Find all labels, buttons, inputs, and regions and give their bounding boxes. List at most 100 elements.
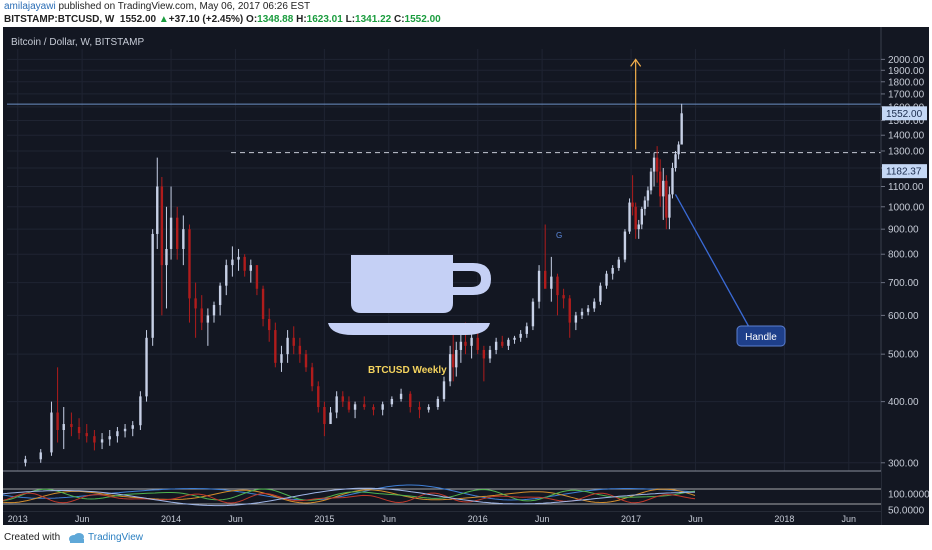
last-price-tag-bg bbox=[882, 106, 927, 121]
time-tick-label: Jun bbox=[382, 514, 397, 524]
price-tick-label: 1900.00 bbox=[888, 66, 925, 77]
published-text: published on TradingView.com, May 06, 20… bbox=[58, 1, 311, 12]
candle-body bbox=[623, 231, 627, 260]
chart-title: Bitcoin / Dollar, W, BITSTAMP bbox=[11, 37, 145, 48]
indicator-pane bbox=[3, 470, 881, 511]
candle-body bbox=[261, 288, 265, 319]
time-tick-label: 2018 bbox=[774, 514, 794, 524]
candle-body bbox=[643, 200, 647, 209]
candle-body bbox=[501, 341, 504, 346]
candle-body bbox=[310, 367, 314, 387]
candle-body bbox=[494, 341, 498, 350]
candle-body bbox=[550, 276, 553, 289]
candle-body bbox=[182, 229, 185, 249]
candle-body bbox=[459, 341, 463, 350]
candle-body bbox=[562, 295, 565, 299]
chart-area[interactable]: 2000.001900.001800.001700.001600.001500.… bbox=[3, 27, 929, 525]
chart-header: amilajayawi published on TradingView.com… bbox=[0, 0, 932, 26]
candle-body bbox=[335, 396, 338, 413]
candle-body bbox=[50, 412, 53, 453]
price-tick-label: 600.00 bbox=[888, 311, 919, 322]
candle-body bbox=[160, 186, 164, 266]
candle-body bbox=[418, 407, 421, 410]
candle-body bbox=[455, 349, 458, 368]
candle-body bbox=[347, 401, 351, 410]
time-tick-label: Jun bbox=[75, 514, 90, 524]
price-axis[interactable]: 2000.001900.001800.001700.001600.001500.… bbox=[880, 27, 929, 525]
candle-body bbox=[649, 171, 653, 191]
candle-body bbox=[476, 337, 479, 350]
candle-body bbox=[442, 381, 446, 399]
candle-body bbox=[100, 439, 104, 443]
candle-body bbox=[108, 436, 111, 440]
open-value: 1348.88 bbox=[257, 14, 294, 25]
candle-body bbox=[399, 393, 403, 399]
candle-body bbox=[298, 345, 302, 355]
candle-body bbox=[372, 407, 375, 410]
candle-body bbox=[176, 217, 179, 249]
candle-body bbox=[482, 349, 486, 359]
candle-body bbox=[599, 285, 602, 302]
candle-body bbox=[662, 180, 665, 197]
candle-body bbox=[381, 404, 384, 410]
annotations: G BTCUSD Weekly Handle bbox=[328, 58, 786, 376]
weekly-label: BTCUSD Weekly bbox=[368, 365, 447, 376]
level-price-tag-bg bbox=[882, 164, 927, 179]
price-chart[interactable]: 2000.001900.001800.001700.001600.001500.… bbox=[3, 27, 929, 525]
candle-body bbox=[145, 337, 148, 397]
candle-body bbox=[139, 396, 142, 426]
candle-body bbox=[665, 180, 668, 218]
candle-body bbox=[593, 301, 596, 309]
author-link[interactable]: amilajayawi bbox=[4, 1, 56, 12]
candle-body bbox=[637, 224, 640, 230]
candle-body bbox=[169, 217, 173, 249]
candle-body bbox=[525, 326, 528, 334]
cup-saucer bbox=[328, 323, 490, 335]
candle-body bbox=[70, 424, 73, 427]
candle-body bbox=[452, 354, 455, 368]
candle-body bbox=[77, 426, 81, 434]
coffee-cup-icon bbox=[328, 255, 491, 335]
indicator-tick-label: 100.0000 bbox=[888, 490, 929, 501]
candle-body bbox=[194, 298, 197, 309]
time-tick-label: 2014 bbox=[161, 514, 181, 524]
candle-body bbox=[274, 330, 277, 363]
candle-body bbox=[93, 436, 96, 443]
price-tick-label: 1400.00 bbox=[888, 131, 925, 142]
candle-body bbox=[268, 318, 271, 331]
candle-body bbox=[470, 337, 473, 346]
candle-body bbox=[634, 206, 637, 230]
candle-body bbox=[206, 315, 210, 323]
candle-body bbox=[218, 285, 222, 306]
time-tick-label: 2013 bbox=[8, 514, 28, 524]
cup-handle bbox=[453, 263, 491, 295]
candle-body bbox=[574, 315, 578, 323]
close-label: C: bbox=[393, 14, 405, 25]
tradingview-brand-link[interactable]: TradingView bbox=[88, 532, 144, 543]
candles bbox=[24, 103, 683, 467]
time-tick-label: 2016 bbox=[468, 514, 488, 524]
candle-body bbox=[531, 301, 535, 327]
level-lines bbox=[7, 103, 881, 154]
candle-body bbox=[628, 202, 631, 232]
candle-body bbox=[611, 267, 614, 274]
candle-body bbox=[123, 428, 127, 432]
candle-body bbox=[646, 190, 650, 201]
price-tick-label: 1000.00 bbox=[888, 202, 925, 213]
time-tick-label: Jun bbox=[688, 514, 703, 524]
candle-body bbox=[640, 208, 643, 225]
candle-body bbox=[225, 265, 228, 286]
candle-body bbox=[329, 412, 332, 425]
cup-body bbox=[351, 255, 453, 313]
handle-callout-box bbox=[736, 325, 786, 347]
time-axis[interactable]: 2013 Jun 2014 Jun 2015 Jun 2016 Jun 2017 Jun 2018 J… bbox=[3, 510, 881, 525]
indicator-tick-label: 50.0000 bbox=[888, 506, 925, 517]
candle-body bbox=[131, 425, 134, 429]
created-with-label: Created with bbox=[4, 532, 61, 543]
candle-body bbox=[317, 386, 320, 408]
time-tick-label: Jun bbox=[535, 514, 550, 524]
candle-body bbox=[39, 452, 42, 460]
candle-body bbox=[448, 354, 452, 382]
candle-body bbox=[243, 256, 246, 271]
candle-body bbox=[116, 431, 119, 437]
